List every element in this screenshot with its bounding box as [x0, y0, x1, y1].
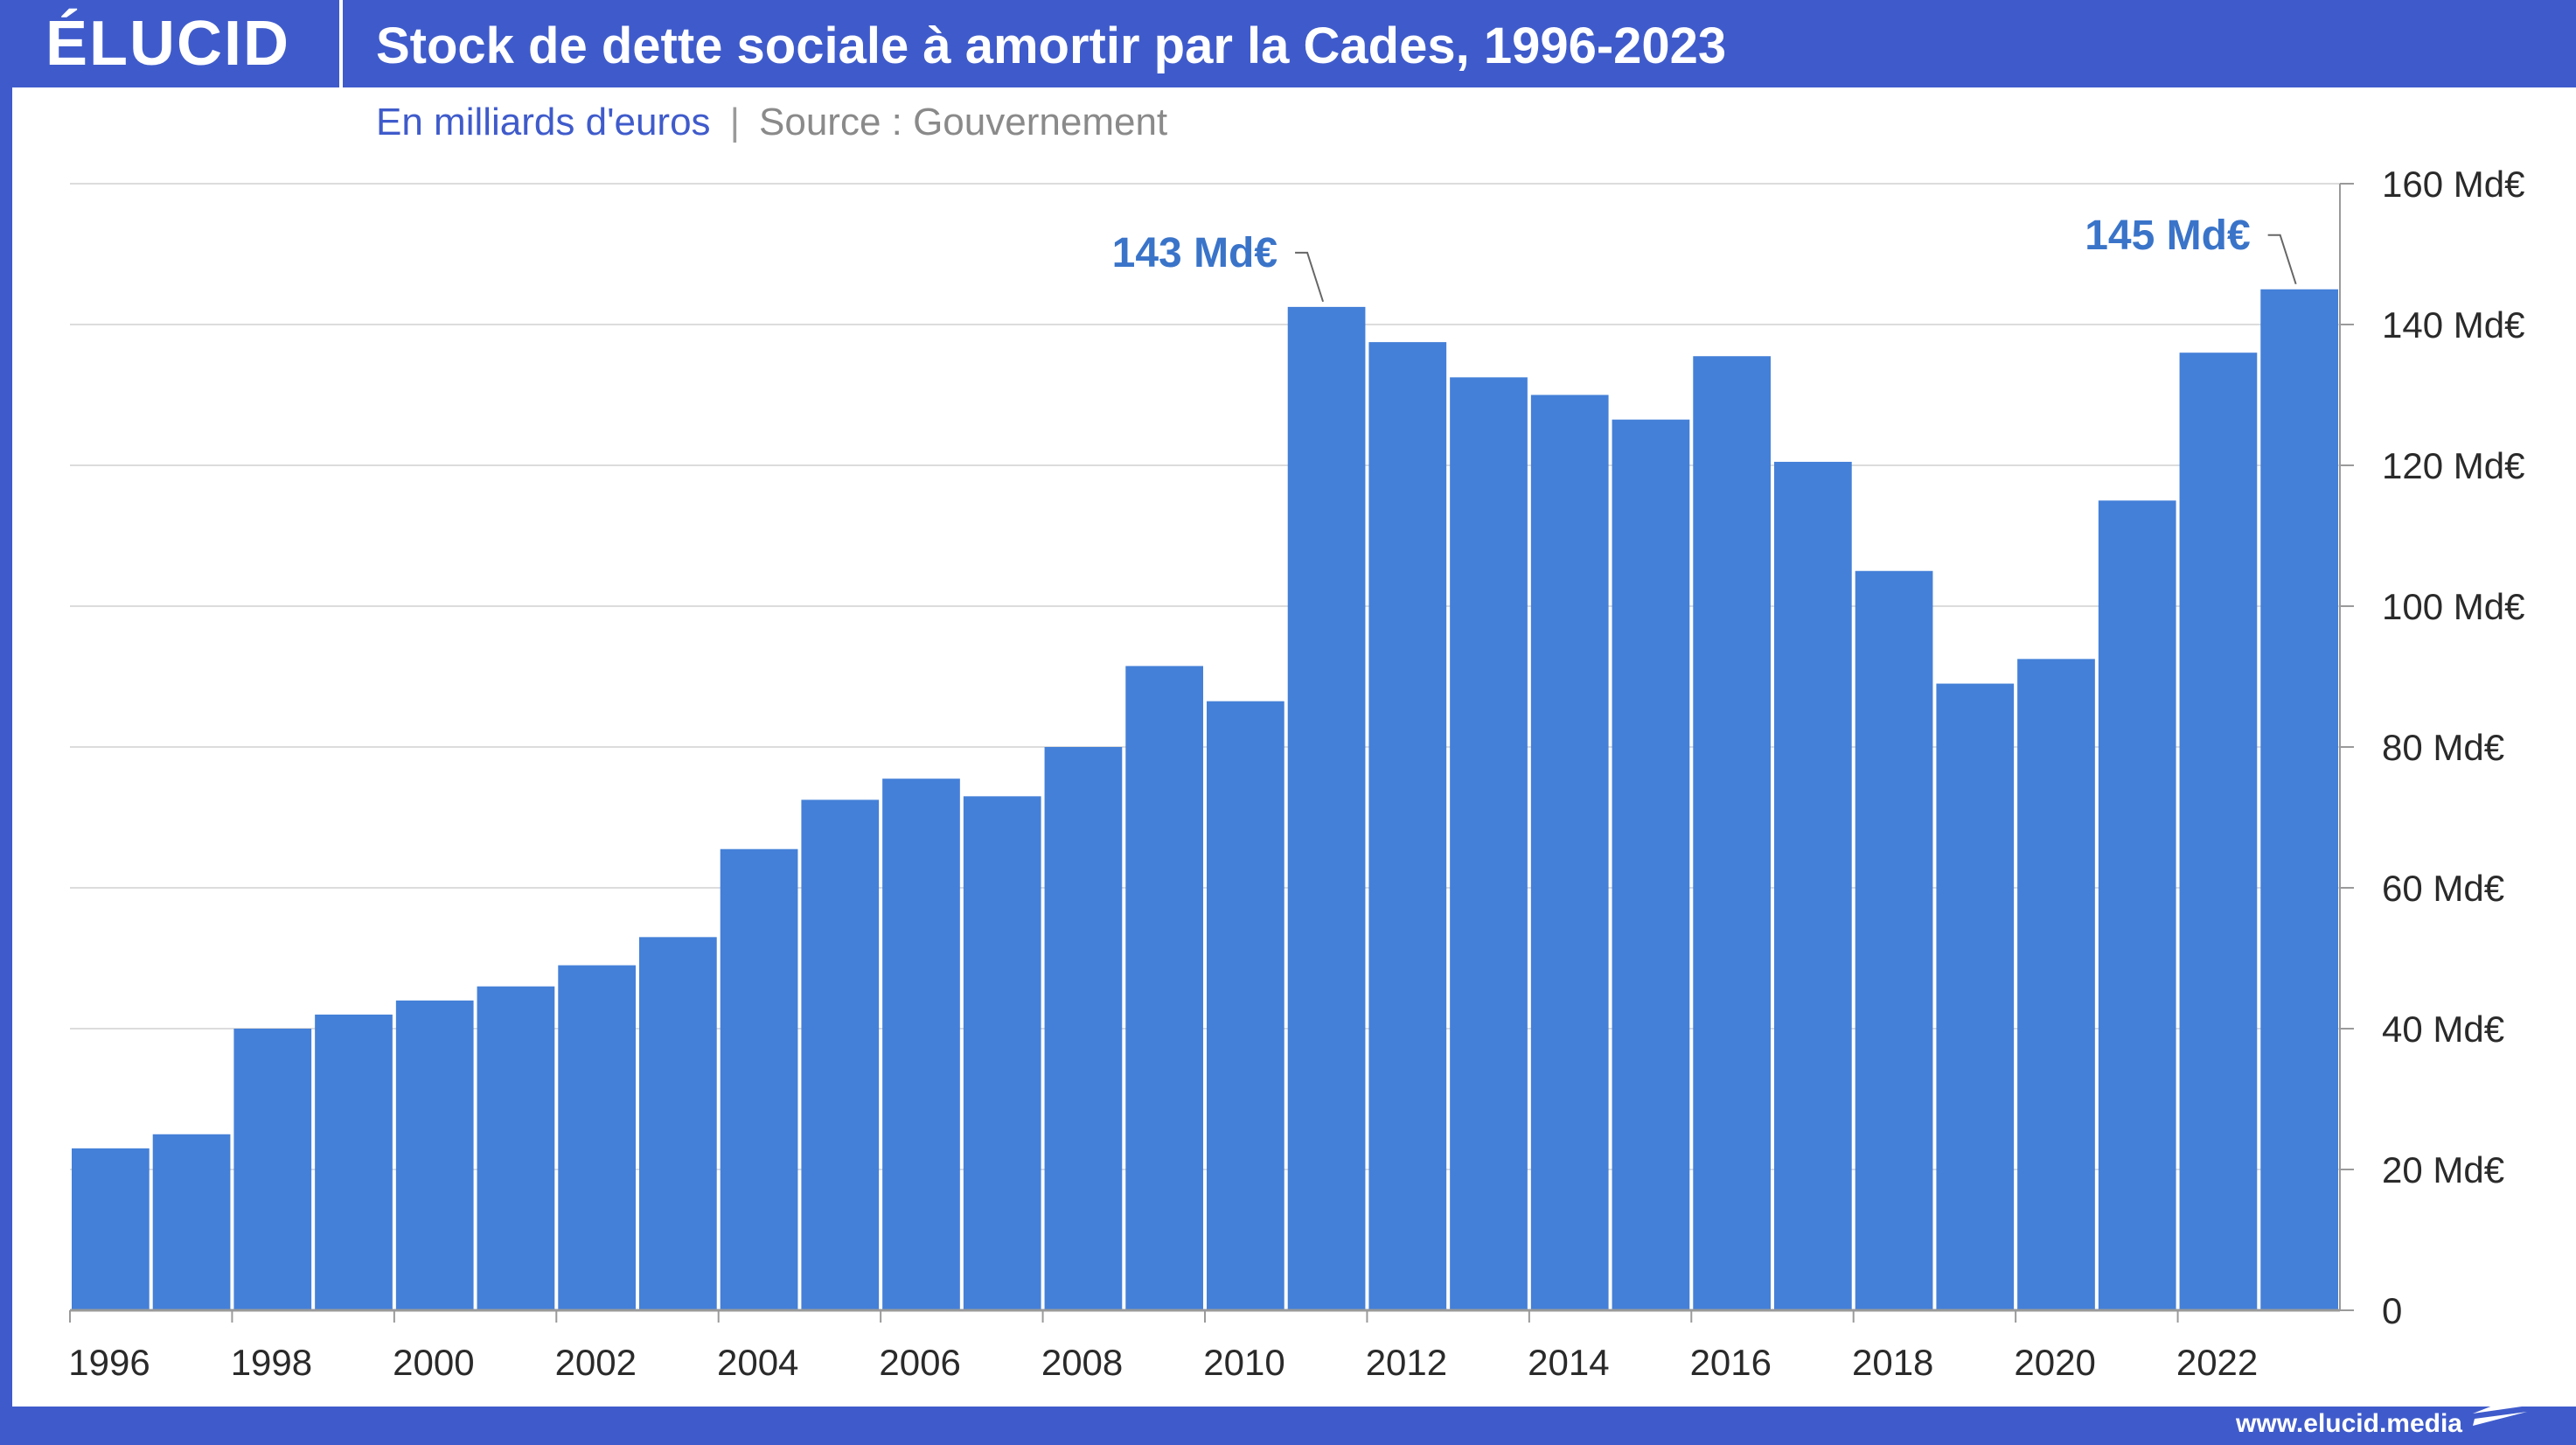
header-bar — [0, 0, 2576, 87]
bar — [1125, 666, 1203, 1310]
bar — [639, 937, 717, 1310]
annotation-label: 145 Md€ — [2085, 213, 2250, 259]
bar — [2098, 500, 2176, 1310]
bar — [2179, 353, 2258, 1311]
bar — [1287, 306, 1366, 1310]
x-tick-label: 1998 — [231, 1342, 312, 1383]
bar — [1368, 342, 1447, 1310]
annotation-leader-line — [1295, 251, 1325, 303]
bar — [72, 1148, 150, 1310]
x-tick-label: 2004 — [717, 1342, 798, 1383]
y-tick-label: 20 Md€ — [2382, 1149, 2504, 1190]
bar — [477, 986, 555, 1310]
chart-title: Stock de dette sociale à amortir par la … — [376, 17, 1727, 74]
footer-bar — [0, 1407, 2576, 1444]
bar — [2260, 289, 2338, 1310]
x-tick-label: 2002 — [555, 1342, 637, 1383]
chart-subtitle: En milliards d'euros | Source : Gouverneme… — [376, 94, 1167, 150]
bar — [233, 1029, 312, 1310]
x-tick-label: 2014 — [1528, 1342, 1609, 1383]
x-tick-label: 2000 — [393, 1342, 474, 1383]
y-tick-label: 160 Md€ — [2382, 164, 2524, 205]
y-tick-label: 80 Md€ — [2382, 727, 2504, 768]
bar — [395, 1000, 474, 1310]
x-tick-label: 2012 — [1366, 1342, 1447, 1383]
unit-label: En milliards d'euros — [376, 101, 711, 143]
x-tick-label: 2018 — [1852, 1342, 1933, 1383]
bar — [801, 799, 880, 1310]
bar — [315, 1014, 393, 1310]
x-tick-label: 2016 — [1690, 1342, 1772, 1383]
y-tick-label: 140 Md€ — [2382, 304, 2524, 346]
elucid-logo: ÉLUCID — [45, 9, 290, 79]
bar — [1044, 747, 1123, 1310]
x-tick-label: 2010 — [1203, 1342, 1285, 1383]
bar — [2017, 659, 2095, 1310]
bar — [1855, 570, 1933, 1310]
x-tick-label: 2022 — [2176, 1342, 2258, 1383]
x-tick-label: 2008 — [1041, 1342, 1123, 1383]
annotation-leader-line — [2267, 234, 2297, 285]
bar — [1936, 683, 2015, 1310]
header-divider — [339, 0, 343, 87]
bar — [1612, 419, 1690, 1310]
y-tick-label: 120 Md€ — [2382, 445, 2524, 486]
subtitle-separator: | — [729, 101, 740, 143]
bar — [152, 1134, 231, 1310]
x-tick-label: 2020 — [2014, 1342, 2095, 1383]
x-tick-label: 2006 — [879, 1342, 960, 1383]
bar — [882, 778, 960, 1310]
annotation-label: 143 Md€ — [1112, 230, 1278, 276]
source-label: Source : Gouvernement — [759, 101, 1168, 143]
y-tick-label: 0 — [2382, 1290, 2402, 1331]
bar — [963, 796, 1041, 1310]
bar — [1693, 356, 1771, 1311]
bar — [1774, 461, 1852, 1310]
bar — [1207, 701, 1285, 1310]
website-link[interactable]: www.elucid.media — [2236, 1409, 2462, 1438]
bar — [720, 848, 798, 1310]
elucid-arrow-mark-icon — [2473, 1391, 2531, 1426]
bar — [558, 965, 636, 1310]
y-tick-label: 40 Md€ — [2382, 1009, 2504, 1050]
bar — [1530, 394, 1609, 1310]
y-tick-label: 100 Md€ — [2382, 586, 2524, 627]
y-tick-label: 60 Md€ — [2382, 868, 2504, 909]
x-tick-label: 1996 — [68, 1342, 150, 1383]
bar — [1450, 377, 1528, 1310]
